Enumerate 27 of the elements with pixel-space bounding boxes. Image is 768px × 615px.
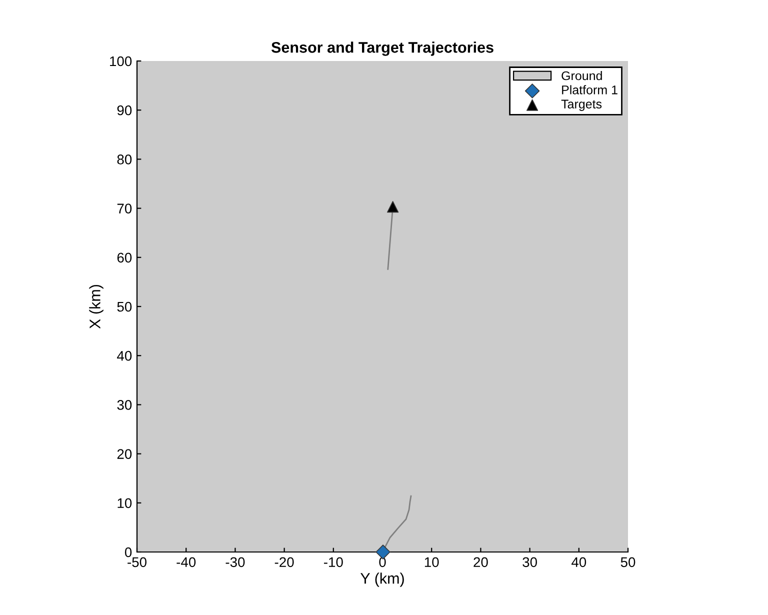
y-tick-label: 50 (117, 302, 132, 312)
y-tick-label: 70 (117, 204, 132, 214)
y-tick-label: 30 (117, 400, 132, 410)
y-tick-label: 40 (117, 350, 132, 361)
x-tick-label: 50 (620, 557, 636, 568)
x-axis-title: Y (km) (360, 572, 404, 587)
legend-label: Targets (561, 100, 602, 111)
y-tick-label: 10 (118, 498, 132, 508)
y-tick-label: 0 (124, 547, 132, 558)
x-tick-label: -50 (128, 557, 146, 568)
legend-label: Platform 1 (562, 85, 618, 94)
y-tick-label: 90 (117, 105, 132, 116)
chart-title: Sensor and Target Trajectories (271, 42, 494, 56)
x-tick-label: -40 (176, 557, 196, 568)
x-tick-label: 30 (522, 557, 537, 568)
x-tick-label: -20 (274, 557, 294, 568)
x-tick-label: 40 (571, 557, 586, 568)
y-tick-label: 100 (110, 56, 132, 66)
y-tick-label: 80 (117, 154, 132, 164)
x-tick-label: 20 (474, 557, 488, 568)
y-tick-label: 20 (117, 449, 132, 459)
x-tick-label: 10 (424, 557, 439, 568)
band-label: Ground (562, 71, 602, 80)
y-axis-title: X (km) (89, 284, 104, 329)
x-tick-label: -10 (324, 557, 343, 568)
x-tick-label: -30 (226, 557, 245, 568)
y-tick-label: 60 (117, 252, 132, 263)
